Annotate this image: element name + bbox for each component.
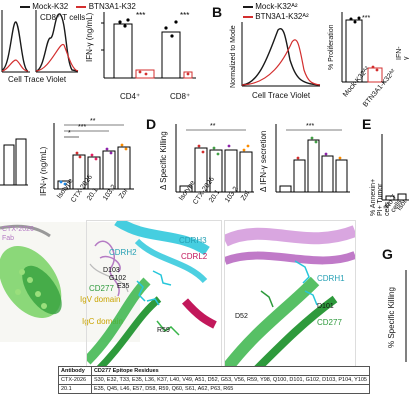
struct-right-label-1: D52 <box>235 313 248 320</box>
b-hist-ylabel: Normalized to Mode <box>230 25 237 88</box>
histogram-panel-b <box>241 22 321 87</box>
bar-chart-ifn-row1: *** *** <box>101 11 196 79</box>
panel-letter-d: D <box>146 116 157 132</box>
legend-swatch-btn-b <box>243 15 253 18</box>
structure-right: CDRH1 D52 D101 CD277 <box>224 220 356 372</box>
struct-left-label-2: IgV domain <box>80 295 121 304</box>
legend-btn-b: BTN3A1-K32ᴬ² <box>255 12 309 21</box>
bar-zol <box>117 146 131 190</box>
bar-20-1 <box>87 156 101 190</box>
d-stars-right: *** <box>306 123 314 130</box>
dr-bar-zol <box>335 159 348 193</box>
tick-marks-y <box>101 22 104 51</box>
legend-swatch-btn <box>76 5 87 8</box>
table-row: CTX-2026 S30, E32, T33, E35, L36, K37, L… <box>58 375 371 385</box>
bar-isotype <box>57 180 71 190</box>
struct-mid-label-5: E35 <box>117 283 130 290</box>
d-bar-zol <box>239 151 253 193</box>
epitope-table: Antibody CD277 Epitope Residues CTX-2026… <box>58 366 371 394</box>
bar-chart-proliferation: *** <box>341 12 386 83</box>
d-bar-ctx2026 <box>194 147 208 193</box>
struct-mid-label-7: R59 <box>157 327 170 334</box>
bar-ctx2026 <box>72 154 86 190</box>
b-bar-ylabel: % Proliferation <box>328 24 335 70</box>
g-ylabel: % Specific Killing <box>387 287 396 348</box>
bar-cd8-mock <box>161 31 181 79</box>
bar-prolif-btn <box>367 67 383 83</box>
legend-btn: BTN3A1-K32 <box>88 2 136 11</box>
ifn-ylabel-row1: IFN-γ (ng/mL) <box>85 12 94 62</box>
struct-right-label-3: CD277 <box>317 318 342 327</box>
stars-row2-b: *** <box>78 124 86 131</box>
stars-b: *** <box>362 15 370 22</box>
bar-chart-ifn-row2: * *** ** <box>53 118 134 190</box>
b-hist-xlabel: Cell Trace Violet <box>252 91 311 100</box>
b-right-ylabel: IFN-γ <box>396 46 409 60</box>
stars-cd4: *** <box>136 11 145 20</box>
stars-row2-c: ** <box>90 118 96 125</box>
bar-chart-delta-ifn: *** <box>275 123 350 193</box>
bar-cd4-mock <box>113 23 133 79</box>
struct-mid-label-2: CDRL2 <box>181 252 208 261</box>
struct-left-label-0: CTX-2026 <box>2 226 34 233</box>
panel-letter-e: E <box>362 116 372 132</box>
struct-mid-label-3: D103 <box>103 267 120 274</box>
structure-middle: CDRH2 CDRH3 CDRL2 D103 G102 E35 CD277 R5… <box>86 220 222 372</box>
panel-letter-g: G <box>382 246 393 262</box>
g-axis <box>405 270 407 362</box>
epitope-header-antibody: Antibody <box>58 366 92 376</box>
legend-mock-b: Mock-K32ᴬ² <box>255 2 298 11</box>
bar-chart-annexin <box>381 134 409 201</box>
d-ylabel-left: Δ Specific Killing <box>159 131 168 190</box>
struct-right-label-2: D101 <box>317 303 334 310</box>
dr-bar-103-2 <box>321 155 334 193</box>
stars-cd8: *** <box>180 11 189 20</box>
d-bar-20-1 <box>209 149 223 193</box>
dr-bar-ctx2026 <box>293 159 306 193</box>
bar-chart-delta-killing: ** <box>175 123 254 193</box>
d-stars-left: ** <box>210 123 216 130</box>
legend-swatch-mock-b <box>243 5 253 8</box>
stars-row2-a: * <box>68 130 71 137</box>
e-bar-isotype <box>397 193 407 201</box>
histogram-panel-cd4 <box>1 10 79 73</box>
panel-letter-b: B <box>212 4 223 20</box>
cat-cd8: CD8⁺ <box>170 92 191 101</box>
struct-mid-label-1: CDRH3 <box>179 236 207 245</box>
table-row: 20.1 E35, Q45, L46, E57, D58, R59, Q60, … <box>58 384 371 394</box>
epitope-antibody: 20.1 <box>58 384 92 394</box>
epitope-residues: E35, Q45, L46, E57, D58, R59, Q60, S61, … <box>90 384 371 394</box>
dr-bar-isotype <box>279 185 292 193</box>
d-bar-103-2 <box>224 149 238 193</box>
bar-chart-cropped-left <box>0 138 28 186</box>
struct-right-label-0: CDRH1 <box>317 274 345 283</box>
epitope-residues: S30, E32, T33, E35, L36, K37, L40, V49, … <box>90 375 371 385</box>
struct-mid-label-6: CD277 <box>89 284 114 293</box>
cat-cd4: CD4⁺ <box>120 92 141 101</box>
struct-mid-label-0: CDRH2 <box>109 248 137 257</box>
d-bar-isotype <box>179 185 193 193</box>
legend-swatch-mock <box>20 5 30 8</box>
struct-left-label-1: Fab <box>2 235 15 242</box>
epitope-header-residues: CD277 Epitope Residues <box>90 366 371 376</box>
hist-xlabel: Cell Trace Violet <box>8 75 67 84</box>
d-ylabel-right: Δ IFN-γ secretion <box>259 130 268 192</box>
legend-mock: Mock-K32 <box>32 2 69 11</box>
struct-mid-label-4: G102 <box>109 275 127 282</box>
dr-bar-20-1 <box>307 139 320 193</box>
ifn-ylabel-row2: IFN-γ (ng/mL) <box>39 146 48 196</box>
epitope-antibody: CTX-2026 <box>58 375 92 385</box>
e-bar-no-tcells <box>385 195 395 201</box>
cd8-subpanel-label: CD8⁺ T cells <box>40 13 86 22</box>
legend-row1: Mock-K32 BTN3A1-K32 <box>20 3 136 11</box>
legend-b: Mock-K32ᴬ² BTN3A1-K32ᴬ² <box>243 3 309 21</box>
bar-prolif-mock <box>345 19 363 83</box>
struct-left-label-3: IgC domain <box>82 317 123 326</box>
bar-103-2 <box>102 150 116 190</box>
